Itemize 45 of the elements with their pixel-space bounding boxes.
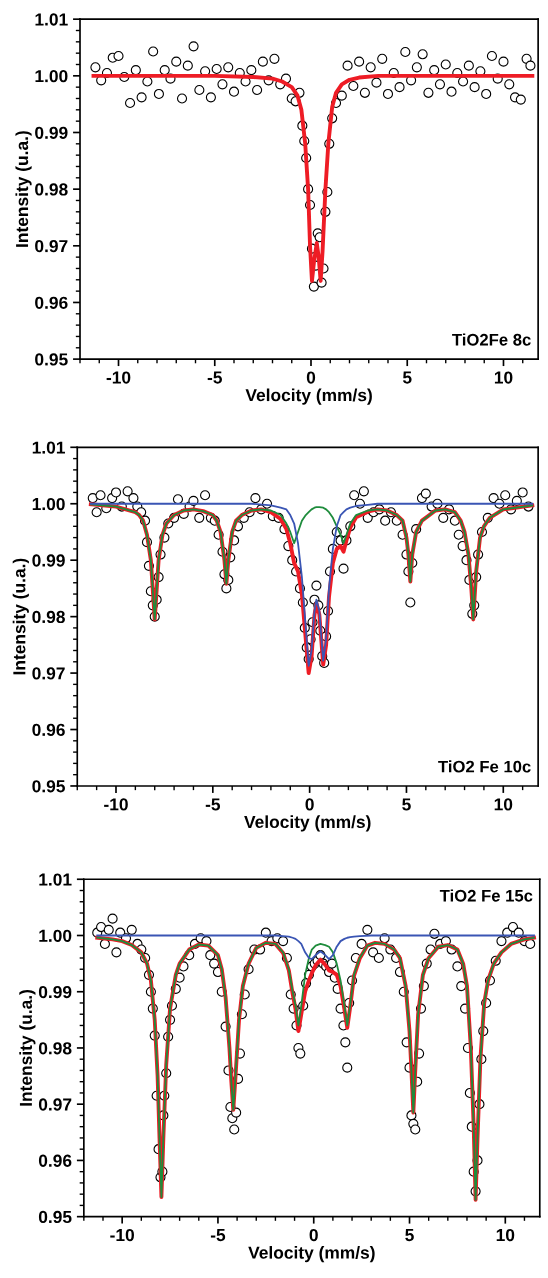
y-tick-label: 0.95 (38, 1210, 72, 1224)
x-tick-label: -10 (104, 798, 128, 811)
annotation: TiO2Fe 8c (452, 333, 531, 346)
annotation: TiO2 Fe 10c (438, 760, 531, 773)
y-axis-title: Intensity (u.a.) (12, 558, 29, 675)
y-tick-label: 0.98 (32, 610, 65, 624)
y-tick-label: 0.98 (35, 183, 68, 196)
x-tick-label: -5 (205, 798, 221, 811)
x-tick-label: 10 (494, 371, 513, 384)
y-tick-label: 0.96 (35, 296, 68, 309)
x-axis-title: Velocity (mm/s) (244, 815, 371, 832)
y-tick-label: 0.97 (35, 239, 68, 253)
x-tick-label: -5 (210, 1229, 226, 1242)
x-tick-label: 10 (494, 798, 513, 811)
x-tick-label: 10 (496, 1228, 515, 1242)
y-tick-label: 1.00 (32, 497, 65, 511)
x-tick-label: 5 (402, 371, 412, 384)
y-axis-title: Intensity (u.a.) (19, 989, 36, 1106)
y-tick-label: 0.99 (35, 126, 68, 139)
x-tick-label: 5 (405, 1229, 414, 1242)
y-axis-title: Intensity (u.a.) (15, 131, 32, 247)
y-tick-label: 1.01 (39, 873, 72, 886)
y-tick-label: 0.97 (32, 667, 65, 680)
x-tick-label: -5 (207, 371, 222, 384)
y-tick-label: 1.00 (39, 929, 72, 942)
x-axis-title: Velocity (mm/s) (248, 1246, 375, 1263)
y-tick-label: 1.01 (32, 441, 65, 454)
y-tick-label: 0.95 (35, 353, 68, 366)
x-tick-label: -10 (106, 371, 131, 384)
y-tick-label: 0.99 (32, 554, 65, 567)
annotation: TiO2 Fe 15c (439, 889, 533, 902)
y-tick-label: 0.99 (38, 985, 72, 999)
x-tick-label: 0 (306, 371, 316, 384)
y-tick-label: 0.96 (32, 723, 65, 736)
x-tick-label: 0 (309, 1228, 318, 1242)
x-axis-title: Velocity (mm/s) (245, 388, 372, 405)
y-tick-label: 1.00 (35, 70, 68, 83)
x-tick-label: -10 (110, 1228, 134, 1242)
y-tick-label: 1.01 (35, 13, 68, 26)
y-tick-label: 0.95 (32, 780, 65, 793)
y-tick-label: 0.96 (38, 1154, 72, 1167)
x-tick-label: 0 (305, 798, 314, 811)
y-tick-label: 0.97 (38, 1098, 72, 1111)
x-tick-label: 5 (402, 798, 411, 811)
y-tick-label: 0.98 (38, 1042, 72, 1055)
